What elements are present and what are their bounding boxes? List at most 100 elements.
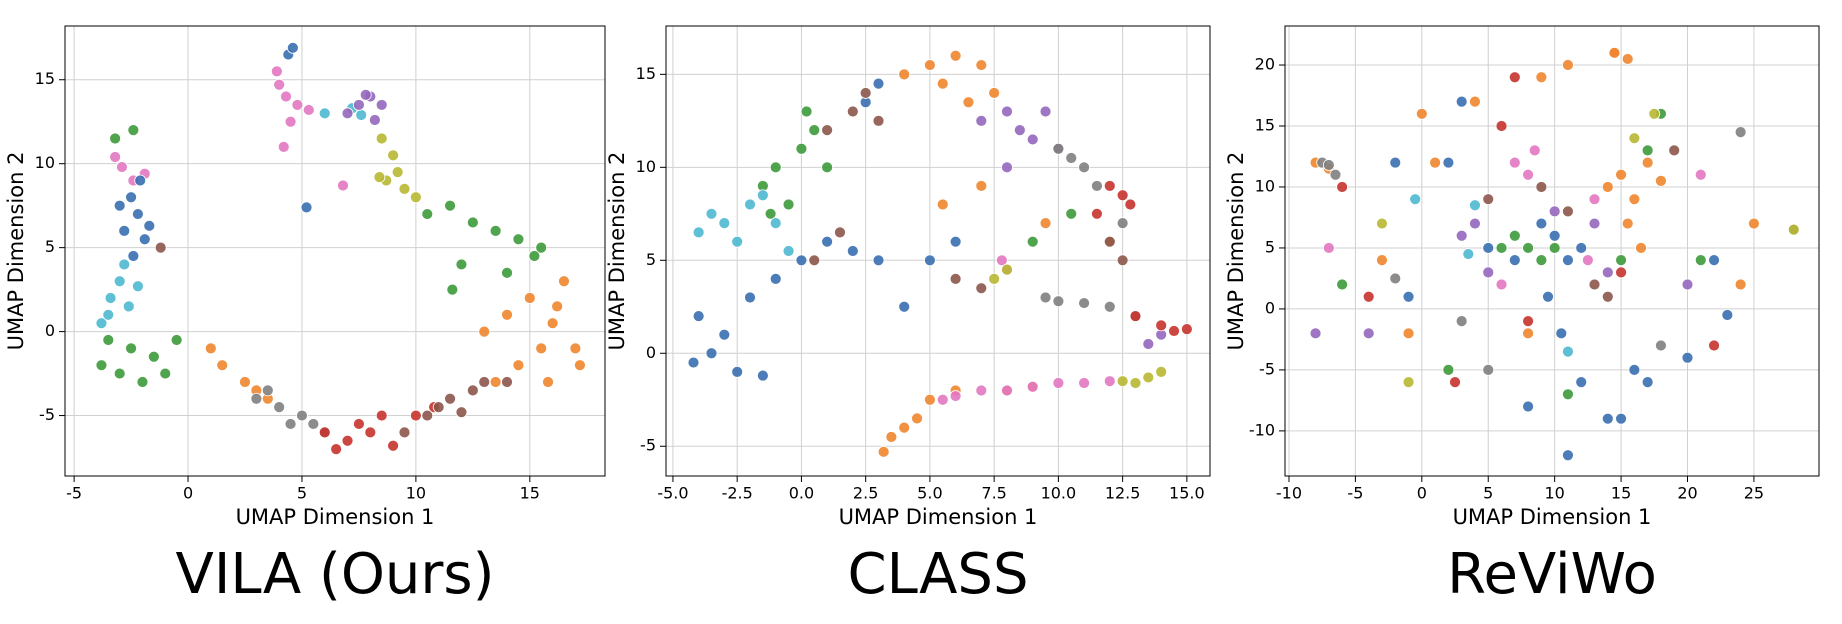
point — [872, 254, 885, 267]
point — [1601, 181, 1614, 193]
y-tick-label: -5 — [1259, 359, 1275, 378]
point — [421, 409, 434, 422]
point — [885, 431, 898, 443]
point — [1429, 156, 1442, 169]
point — [1026, 380, 1039, 393]
point — [239, 376, 251, 388]
point — [1562, 205, 1574, 218]
point — [300, 201, 313, 214]
x-tick-label: 10 — [1544, 484, 1564, 503]
point — [718, 328, 731, 341]
point — [1615, 266, 1627, 279]
point — [924, 393, 936, 406]
point — [1615, 254, 1627, 267]
x-tick-label: 0 — [1417, 484, 1427, 503]
x-tick-label: -5.0 — [657, 484, 688, 503]
point — [341, 107, 354, 120]
point — [769, 272, 782, 285]
point — [1362, 327, 1375, 340]
point — [1026, 133, 1039, 146]
point — [444, 392, 456, 405]
point — [1588, 217, 1601, 230]
point — [455, 258, 468, 271]
point — [318, 426, 331, 439]
point — [1402, 376, 1415, 388]
point — [1442, 156, 1455, 169]
point — [1734, 126, 1747, 138]
point — [687, 356, 700, 369]
point — [307, 418, 320, 430]
point — [692, 310, 705, 322]
point — [1482, 193, 1495, 206]
point — [432, 401, 445, 414]
point — [296, 409, 308, 422]
point — [782, 198, 795, 211]
point — [204, 342, 217, 355]
point — [1116, 189, 1129, 202]
point — [705, 207, 718, 220]
point — [1562, 388, 1574, 401]
y-tick-label: 20 — [1255, 55, 1275, 74]
point — [731, 235, 744, 248]
point — [1734, 278, 1747, 291]
point — [466, 384, 479, 397]
point — [1581, 254, 1594, 267]
point — [170, 334, 183, 346]
point — [1548, 242, 1561, 254]
point — [535, 342, 548, 355]
point — [1655, 174, 1667, 187]
point — [975, 59, 988, 71]
point — [975, 282, 988, 295]
point — [1615, 168, 1627, 181]
x-tick-label: 15 — [520, 484, 540, 503]
y-tick-label: 15 — [636, 64, 656, 83]
point — [159, 367, 172, 380]
point — [102, 334, 115, 346]
point — [1180, 323, 1193, 335]
point — [501, 376, 513, 388]
point — [1694, 168, 1707, 181]
y-tick-label: 10 — [35, 153, 55, 172]
point — [551, 300, 564, 313]
point — [95, 317, 108, 330]
point — [118, 224, 131, 237]
point — [821, 124, 834, 137]
point — [1001, 105, 1013, 118]
y-tick-label: 5 — [45, 237, 55, 256]
x-tick-label: 25 — [1744, 484, 1764, 503]
point — [1482, 364, 1495, 376]
y-tick-label: 0 — [45, 321, 55, 340]
point — [769, 217, 782, 230]
point — [109, 132, 122, 145]
point — [284, 115, 297, 128]
point — [1052, 142, 1065, 155]
point — [1001, 161, 1013, 174]
point — [1542, 290, 1554, 303]
point — [1462, 248, 1475, 260]
point — [143, 219, 156, 232]
y-tick-label: 0 — [646, 343, 656, 362]
point — [113, 367, 126, 380]
point — [359, 88, 372, 101]
point — [528, 250, 541, 262]
point — [1078, 161, 1090, 174]
point — [1748, 217, 1760, 230]
point — [1495, 278, 1508, 291]
point — [744, 291, 756, 304]
point — [1409, 193, 1422, 206]
point — [975, 384, 988, 397]
point — [127, 124, 140, 137]
point — [1601, 412, 1614, 425]
point — [136, 376, 149, 388]
point — [1455, 229, 1468, 242]
point — [808, 124, 821, 137]
x-tick-label: 5 — [297, 484, 307, 503]
point — [421, 208, 434, 220]
axes-frame — [1284, 25, 1820, 477]
y-tick-label: 5 — [646, 250, 656, 269]
point — [846, 105, 859, 118]
point — [1116, 217, 1129, 230]
point — [122, 300, 135, 313]
point — [1522, 315, 1534, 328]
point — [337, 179, 349, 192]
